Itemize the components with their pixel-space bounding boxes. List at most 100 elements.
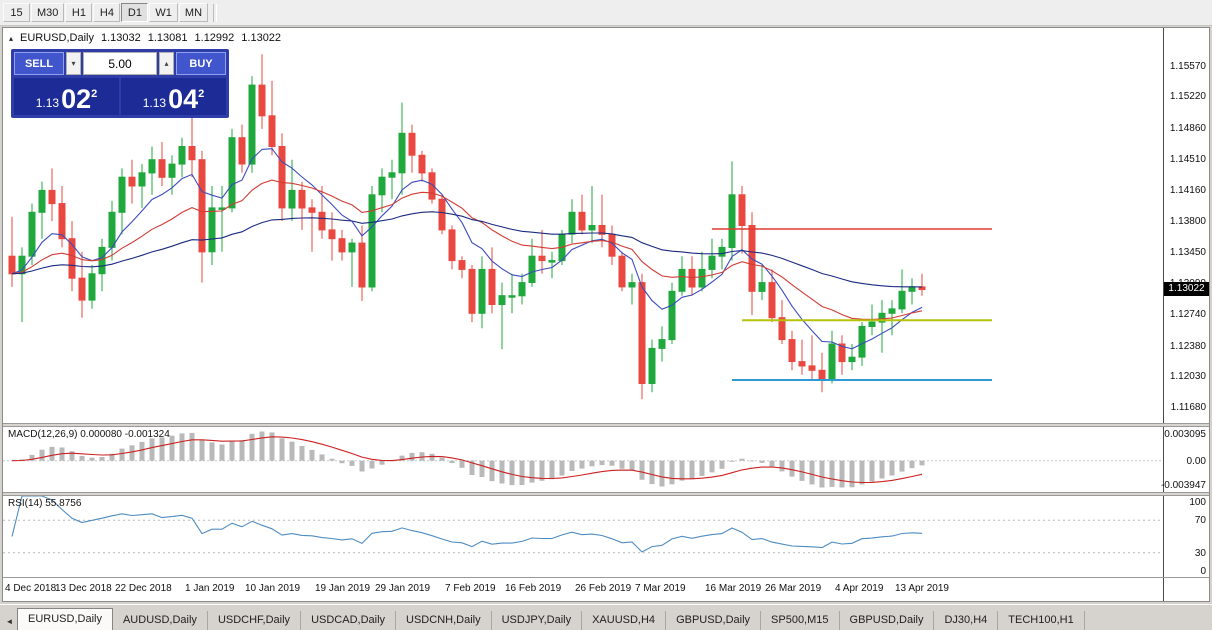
rsi-axis-label: 0 (1200, 566, 1206, 577)
sell-button[interactable]: SELL (14, 52, 64, 75)
date-axis-label: 16 Mar 2019 (705, 583, 762, 594)
price-axis-label: 1.15570 (1169, 61, 1206, 72)
moving-average-8 (11, 148, 923, 350)
volume-decrease-button[interactable]: ▾ (66, 52, 81, 75)
date-axis-label: 29 Jan 2019 (375, 583, 431, 594)
ohlc-open: 1.13032 (100, 32, 141, 44)
tab-eurusd-daily[interactable]: EURUSD,Daily (17, 608, 113, 630)
macd-axis-label: -0.003947 (1160, 480, 1206, 491)
rsi-axis-label: 30 (1194, 548, 1206, 559)
ask-price[interactable]: 1.13 04 2 (121, 78, 226, 115)
macd-label: MACD(12,26,9) 0.000080 -0.001324 (8, 429, 170, 440)
rsi-panel[interactable]: RSI(14) 55.8756 (3, 496, 1163, 577)
volume-increase-button[interactable]: ▴ (159, 52, 174, 75)
date-axis-label: 22 Dec 2018 (115, 583, 172, 594)
price-axis-label: 1.11680 (1170, 402, 1206, 413)
volume-input[interactable] (83, 52, 157, 75)
date-axis-label: 19 Jan 2019 (315, 583, 371, 594)
up-arrow-icon: ▴ (164, 59, 169, 68)
panel-splitter[interactable] (3, 423, 1209, 427)
chart-symbol-label: EURUSD,Daily (20, 32, 94, 44)
timeframe-h1-button[interactable]: H1 (65, 3, 93, 22)
price-axis-label: 1.14860 (1169, 123, 1206, 134)
macd-chart[interactable] (3, 427, 1163, 492)
rsi-axis-label: 100 (1189, 497, 1206, 508)
tab-dj30-h4[interactable]: DJ30,H4 (934, 611, 999, 630)
chart-window: ▴ EURUSD,Daily 1.13032 1.13081 1.12992 1… (2, 27, 1210, 602)
rsi-label: RSI(14) 55.8756 (8, 498, 82, 509)
toolbar-separator (213, 3, 218, 22)
moving-average-21 (11, 179, 923, 320)
date-axis-label: 16 Feb 2019 (505, 583, 562, 594)
buy-button[interactable]: BUY (176, 52, 226, 75)
tab-gbpusd-daily-2[interactable]: GBPUSD,Daily (840, 611, 935, 630)
chart-tab-bar: ◄ EURUSD,Daily AUDUSD,Daily USDCHF,Daily… (0, 604, 1212, 630)
date-axis-label: 13 Apr 2019 (895, 583, 949, 594)
timeframe-d1-button[interactable]: D1 (121, 3, 149, 22)
chart-collapse-icon: ▴ (9, 33, 14, 43)
date-axis-label: 4 Dec 2018 (5, 583, 57, 594)
timeframe-h4-button[interactable]: H4 (93, 3, 121, 22)
chart-title: ▴ EURUSD,Daily 1.13032 1.13081 1.12992 1… (9, 32, 281, 44)
macd-axis-label: 0.00 (1186, 456, 1206, 467)
date-axis-label: 7 Mar 2019 (635, 583, 686, 594)
timeframe-mn-button[interactable]: MN (178, 3, 209, 22)
macd-panel[interactable]: MACD(12,26,9) 0.000080 -0.001324 (3, 427, 1163, 492)
down-arrow-icon: ▾ (71, 59, 76, 68)
date-axis-label: 10 Jan 2019 (245, 583, 301, 594)
price-axis-label: 1.12740 (1169, 309, 1206, 320)
date-axis-label: 26 Mar 2019 (765, 583, 822, 594)
tab-usdjpy-daily[interactable]: USDJPY,Daily (492, 611, 583, 630)
tab-xauusd-h4[interactable]: XAUUSD,H4 (582, 611, 667, 630)
rsi-chart[interactable] (3, 496, 1163, 577)
timeframe-w1-button[interactable]: W1 (149, 3, 178, 22)
tab-gbpusd-daily-1[interactable]: GBPUSD,Daily (666, 611, 762, 630)
price-axis-label: 1.12380 (1169, 341, 1206, 352)
ask-big-digits: 04 (168, 84, 199, 114)
tab-audusd-daily[interactable]: AUDUSD,Daily (113, 611, 208, 630)
bid-big-digits: 02 (61, 84, 92, 114)
tab-scroll-left-button[interactable]: ◄ (2, 612, 17, 630)
ask-prefix: 1.13 (142, 96, 167, 110)
ohlc-low: 1.12992 (194, 32, 235, 44)
current-price-badge: 1.13022 (1164, 282, 1209, 296)
price-chart-panel[interactable]: ▴ EURUSD,Daily 1.13032 1.13081 1.12992 1… (3, 28, 1163, 423)
price-axis-label: 1.15220 (1169, 91, 1206, 102)
macd-axis-label: 0.003095 (1164, 429, 1206, 440)
date-axis-label: 1 Jan 2019 (185, 583, 235, 594)
price-axis-label: 1.12030 (1169, 371, 1206, 382)
rsi-axis-label: 70 (1194, 515, 1206, 526)
tab-usdchf-daily[interactable]: USDCHF,Daily (208, 611, 302, 630)
tab-usdcad-daily[interactable]: USDCAD,Daily (301, 611, 397, 630)
bid-pipette: 2 (91, 88, 98, 100)
macd-signal-line (11, 436, 923, 484)
left-arrow-icon: ◄ (5, 616, 14, 626)
ask-pipette: 2 (198, 88, 205, 100)
bid-prefix: 1.13 (35, 96, 60, 110)
date-axis-label: 4 Apr 2019 (835, 583, 884, 594)
price-axis[interactable]: 1.15570 1.15220 1.14860 1.14510 1.14160 1.138… (1160, 28, 1209, 601)
moving-average-55 (11, 211, 923, 288)
date-axis[interactable]: 4 Dec 2018 13 Dec 2018 22 Dec 2018 1 Jan 20… (3, 578, 1163, 601)
timeframe-15-button[interactable]: 15 (3, 3, 30, 22)
date-axis-label: 13 Dec 2018 (55, 583, 112, 594)
one-click-trade-panel: SELL ▾ ▴ BUY 1.13 02 2 1.13 04 2 (11, 49, 229, 118)
ohlc-close: 1.13022 (241, 32, 282, 44)
panel-divider (3, 577, 1209, 578)
bid-price[interactable]: 1.13 02 2 (14, 78, 119, 115)
price-axis-label: 1.13450 (1169, 247, 1206, 258)
panel-splitter[interactable] (3, 492, 1209, 496)
price-axis-label: 1.14160 (1169, 185, 1206, 196)
price-axis-label: 1.13800 (1169, 216, 1206, 227)
timeframe-toolbar: 15 M30 H1 H4 D1 W1 MN (0, 0, 1212, 26)
date-axis-label: 26 Feb 2019 (575, 583, 632, 594)
tab-usdcnh-daily[interactable]: USDCNH,Daily (396, 611, 492, 630)
price-axis-label: 1.14510 (1169, 154, 1206, 165)
date-axis-label: 7 Feb 2019 (445, 583, 496, 594)
candlestick-chart[interactable] (3, 28, 1163, 423)
timeframe-m30-button[interactable]: M30 (31, 3, 65, 22)
tab-tech100-h1[interactable]: TECH100,H1 (998, 611, 1085, 630)
tab-sp500-m15[interactable]: SP500,M15 (761, 611, 840, 630)
ohlc-high: 1.13081 (147, 32, 188, 44)
